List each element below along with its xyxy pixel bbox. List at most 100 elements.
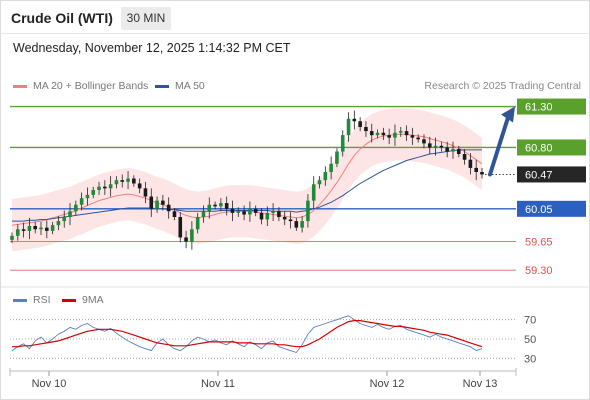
candle bbox=[422, 134, 426, 149]
candle bbox=[143, 181, 148, 204]
candle bbox=[50, 221, 55, 235]
candle bbox=[230, 200, 235, 222]
candle bbox=[317, 176, 322, 189]
candle bbox=[207, 197, 212, 219]
candle bbox=[404, 125, 409, 141]
x-tick-label: Nov 12 bbox=[370, 378, 405, 390]
candle bbox=[248, 201, 252, 222]
last-price-tag-bg bbox=[517, 166, 586, 183]
rsi-tick-30: 30 bbox=[524, 353, 536, 365]
legend-swatch-9ma bbox=[62, 298, 76, 302]
candle bbox=[97, 181, 101, 195]
candle bbox=[416, 134, 420, 143]
candle bbox=[242, 205, 246, 221]
candle bbox=[462, 149, 467, 165]
forecast-arrow bbox=[488, 115, 510, 177]
candle bbox=[68, 203, 72, 226]
credit-text: Research © 2025 Trading Central bbox=[424, 80, 581, 92]
timeframe-button[interactable]: 30 MIN bbox=[121, 7, 171, 30]
candle bbox=[219, 198, 223, 212]
candle bbox=[364, 121, 368, 137]
candle bbox=[358, 117, 362, 132]
price-tag-60.05: 60.05 bbox=[525, 204, 553, 216]
candle bbox=[33, 221, 38, 234]
candle bbox=[62, 210, 67, 228]
candle bbox=[79, 192, 84, 211]
candle bbox=[155, 196, 159, 213]
candle bbox=[375, 129, 380, 139]
candle bbox=[427, 136, 432, 154]
candle bbox=[39, 221, 43, 235]
legend-rsi: RSI bbox=[13, 294, 51, 306]
candle bbox=[195, 212, 200, 234]
legend-9ma: 9MA bbox=[62, 294, 104, 306]
candle bbox=[445, 141, 449, 158]
candle bbox=[288, 212, 293, 229]
candle bbox=[282, 211, 287, 226]
candle bbox=[439, 141, 444, 152]
ma50-line bbox=[12, 149, 482, 222]
candle bbox=[306, 194, 310, 228]
candle bbox=[224, 196, 229, 216]
candle bbox=[21, 222, 26, 238]
candle bbox=[265, 206, 270, 226]
candle bbox=[369, 123, 374, 143]
candle bbox=[352, 110, 357, 130]
candle bbox=[166, 197, 171, 219]
candle bbox=[311, 176, 316, 209]
candle bbox=[161, 194, 165, 211]
candle bbox=[474, 159, 478, 181]
legend-swatch-ma20 bbox=[13, 84, 27, 88]
candle bbox=[300, 216, 304, 233]
candle bbox=[329, 156, 333, 180]
candle bbox=[120, 174, 125, 188]
candle bbox=[137, 178, 142, 194]
candle bbox=[45, 220, 49, 239]
timestamp: Wednesday, November 12, 2025 1:14:32 PM … bbox=[13, 41, 291, 55]
price-tag-bg-60.05 bbox=[517, 200, 586, 217]
legend-label-ma20: MA 20 + Bollinger Bands bbox=[33, 80, 149, 92]
candle bbox=[451, 141, 455, 159]
header-divider bbox=[0, 33, 590, 34]
x-tick-label: Nov 10 bbox=[32, 378, 67, 390]
candle bbox=[456, 145, 461, 158]
legend-label-rsi: RSI bbox=[33, 294, 51, 306]
price-tag-bg-61.30 bbox=[517, 98, 586, 115]
ma20-line bbox=[11, 133, 483, 226]
forecast-arrowhead bbox=[501, 106, 515, 123]
candle bbox=[236, 207, 241, 217]
candle bbox=[259, 208, 264, 225]
rsi-tick-70: 70 bbox=[524, 315, 536, 327]
candle bbox=[91, 186, 96, 199]
candle bbox=[480, 167, 484, 179]
candle bbox=[56, 216, 61, 231]
price-tag-61.30: 61.30 bbox=[525, 102, 553, 114]
candle bbox=[468, 153, 473, 175]
candle bbox=[323, 166, 328, 186]
candle bbox=[74, 200, 78, 216]
candle bbox=[85, 187, 90, 206]
legend-swatch-ma50 bbox=[155, 84, 169, 88]
candle bbox=[108, 176, 113, 197]
x-tick-label: Nov 11 bbox=[201, 378, 235, 390]
candle bbox=[178, 212, 183, 243]
candle bbox=[10, 232, 14, 244]
candle bbox=[433, 137, 438, 156]
price-label-59.65: 59.65 bbox=[525, 237, 553, 249]
candle bbox=[387, 128, 391, 145]
candle bbox=[103, 180, 107, 195]
candle bbox=[393, 124, 397, 146]
candle bbox=[201, 205, 206, 223]
legend-ma20: MA 20 + Bollinger Bands bbox=[13, 80, 148, 92]
rsi-tick-50: 50 bbox=[524, 334, 536, 346]
candle bbox=[381, 127, 386, 141]
candle bbox=[294, 217, 299, 231]
price-tag-bg-60.80 bbox=[517, 139, 586, 156]
candle bbox=[213, 201, 217, 210]
bollinger-band bbox=[12, 108, 482, 252]
candle bbox=[132, 175, 136, 187]
legend-label-9ma: 9MA bbox=[82, 294, 104, 306]
candle bbox=[114, 176, 119, 189]
candle bbox=[27, 217, 32, 240]
candle bbox=[253, 205, 258, 217]
